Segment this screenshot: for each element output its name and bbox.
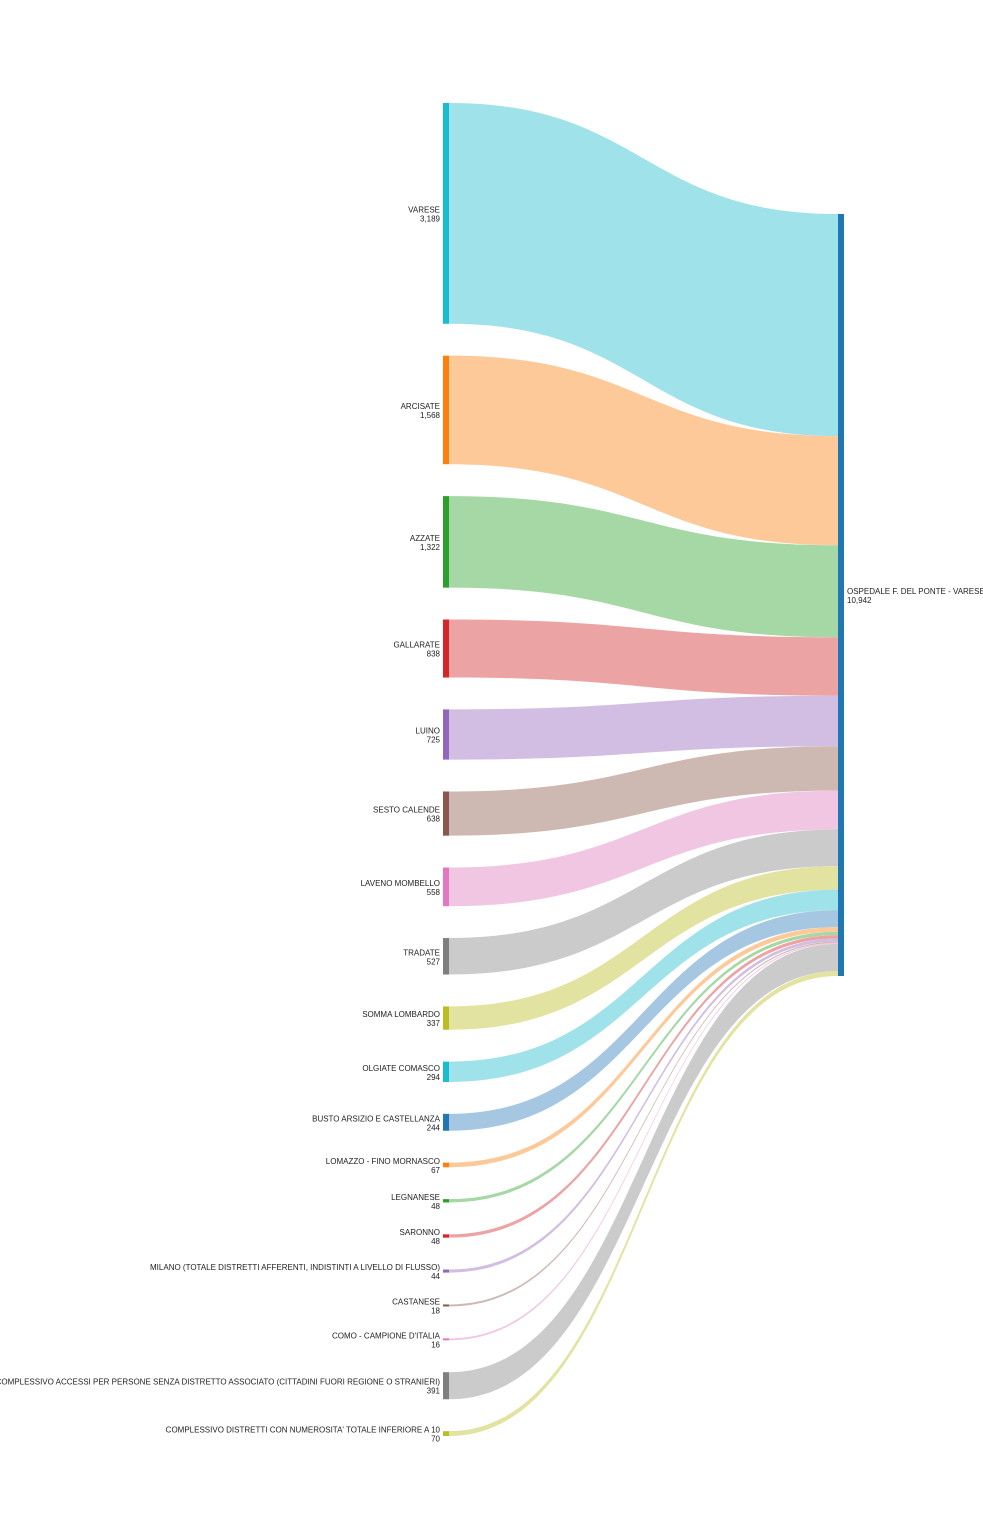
source-label: AZZATE <box>410 534 440 543</box>
source-label: LOMAZZO - FINO MORNASCO <box>326 1157 440 1166</box>
source-value-label: 838 <box>427 650 441 659</box>
sankey-link <box>449 889 838 1082</box>
source-value-label: 44 <box>431 1272 440 1281</box>
source-node <box>443 1372 449 1400</box>
sankey-link <box>449 355 838 546</box>
source-label: LUINO <box>416 727 440 736</box>
source-node <box>443 709 449 760</box>
source-node <box>443 103 449 324</box>
sankey-link <box>449 943 838 1400</box>
source-label: GALLARATE <box>393 641 440 650</box>
sankey-link <box>449 935 838 1238</box>
source-label: SOMMA LOMBARDO <box>362 1010 440 1019</box>
source-node <box>443 1338 449 1341</box>
source-value-label: 48 <box>431 1237 440 1246</box>
source-node <box>443 1199 449 1203</box>
source-value-label: 725 <box>427 736 441 745</box>
source-node <box>443 1234 449 1238</box>
source-label: OLGIATE COMASCO <box>362 1064 440 1073</box>
source-label: SESTO CALENDE <box>373 806 440 815</box>
sankey-link <box>449 695 838 760</box>
source-node <box>443 496 449 588</box>
sankey-nodes <box>443 103 844 1436</box>
sankey-link <box>449 927 838 1168</box>
sankey-link <box>449 971 838 1436</box>
sankey-links <box>449 103 838 1436</box>
source-value-label: 527 <box>427 957 441 966</box>
source-value-label: 1,322 <box>420 543 441 552</box>
source-label: DATO COMPLESSIVO ACCESSI PER PERSONE SEN… <box>0 1378 440 1387</box>
source-label: CASTANESE <box>392 1297 440 1306</box>
sankey-link <box>449 746 838 836</box>
sankey-link <box>449 910 838 1131</box>
source-value-label: 3,189 <box>420 214 441 223</box>
source-node <box>443 1431 449 1436</box>
source-value-label: 244 <box>427 1123 441 1132</box>
source-node <box>443 355 449 465</box>
source-node <box>443 867 449 907</box>
source-value-label: 18 <box>431 1306 440 1315</box>
source-label: COMPLESSIVO DISTRETTI CON NUMEROSITA' TO… <box>166 1426 441 1435</box>
source-node <box>443 1304 449 1307</box>
source-value-label: 337 <box>427 1019 441 1028</box>
source-value-label: 391 <box>427 1387 441 1396</box>
target-label: OSPEDALE F. DEL PONTE - VARESE <box>847 587 983 596</box>
source-value-label: 67 <box>431 1166 440 1175</box>
source-value-label: 638 <box>427 815 441 824</box>
source-label: COMO - CAMPIONE D'ITALIA <box>332 1331 441 1340</box>
sankey-link <box>449 103 838 437</box>
source-node <box>443 1269 449 1273</box>
target-node <box>838 214 844 976</box>
source-value-label: 48 <box>431 1202 440 1211</box>
sankey-link <box>449 938 838 1273</box>
source-label: LAVENO MOMBELLO <box>361 879 440 888</box>
sankey-link <box>449 496 838 638</box>
source-label: LEGNANESE <box>391 1193 440 1202</box>
sankey-link <box>449 941 838 1307</box>
source-value-label: 558 <box>427 888 441 897</box>
source-node <box>443 938 449 975</box>
source-node <box>443 1006 449 1030</box>
source-value-label: 70 <box>431 1435 440 1444</box>
source-value-label: 1,568 <box>420 411 441 420</box>
source-label: VARESE <box>408 205 440 214</box>
source-node <box>443 1162 449 1168</box>
target-value-label: 10,942 <box>847 596 872 605</box>
source-node <box>443 1113 449 1131</box>
source-label: MILANO (TOTALE DISTRETTI AFFERENTI, INDI… <box>150 1263 440 1272</box>
source-label: TRADATE <box>403 948 440 957</box>
source-value-label: 294 <box>427 1073 441 1082</box>
source-value-label: 16 <box>431 1340 440 1349</box>
source-node <box>443 1061 449 1082</box>
sankey-link <box>449 931 838 1203</box>
sankey-link <box>449 829 838 975</box>
sankey-link <box>449 866 838 1030</box>
sankey-link <box>449 942 838 1341</box>
sankey-link <box>449 790 838 907</box>
source-node <box>443 791 449 836</box>
source-node <box>443 619 449 678</box>
sankey-link <box>449 619 838 696</box>
source-label: SARONNO <box>400 1228 440 1237</box>
source-label: ARCISATE <box>401 402 440 411</box>
source-label: BUSTO ARSIZIO E CASTELLANZA <box>312 1114 441 1123</box>
